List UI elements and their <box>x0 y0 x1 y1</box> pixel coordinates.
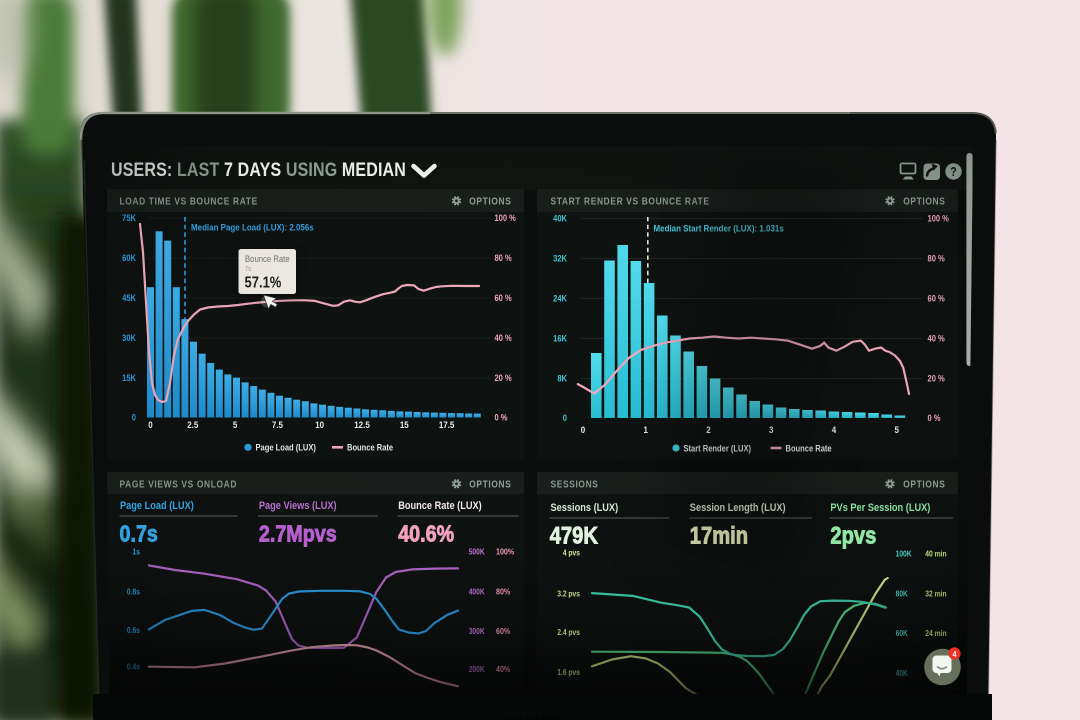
svg-text:MacBook Pro: MacBook Pro <box>504 709 560 718</box>
svg-text:4: 4 <box>953 649 958 659</box>
